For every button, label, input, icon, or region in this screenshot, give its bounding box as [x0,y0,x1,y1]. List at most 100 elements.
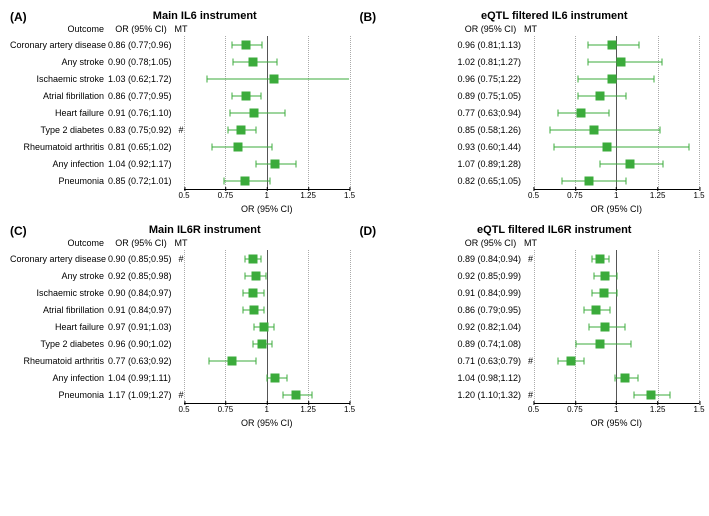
ci-cap-low [594,272,595,279]
forest-row: 0.96 (0.81;1.13) [360,36,700,53]
outcome-label: Any infection [10,373,108,383]
ci-cap-low [244,255,245,262]
point-estimate [237,125,246,134]
row-plot [538,369,700,386]
forest-row: Heart failure0.97 (0.91;1.03) [10,318,350,335]
x-axis-label: OR (95% CI) [184,418,350,428]
point-estimate [248,57,257,66]
or-text: 1.07 (0.89;1.28) [458,159,524,169]
ci-cap-low [231,92,232,99]
outcome-label: Rheumatoid arthritis [10,142,108,152]
axis-ticks: 0.50.7511.251.5 [534,191,700,203]
row-plot [538,172,700,189]
ci-cap-low [267,374,268,381]
plot-body: Coronary artery disease0.86 (0.77;0.96)A… [10,36,350,189]
point-estimate [599,288,608,297]
point-estimate [248,288,257,297]
ci-cap-high [270,177,271,184]
grid-line [699,250,700,403]
point-estimate [251,271,260,280]
forest-panel: (D)eQTL filtered IL6R instrumentOR (95% … [360,224,700,428]
forest-row: Any stroke0.90 (0.78;1.05) [10,53,350,70]
row-plot [538,250,700,267]
tick-label: 1.5 [693,191,704,200]
row-plot [188,121,350,138]
point-estimate [625,159,634,168]
row-plot [538,70,700,87]
ci-line [550,129,660,130]
ci-cap-low [254,323,255,330]
row-plot [188,267,350,284]
forest-row: 1.20 (1.10;1.32)# [360,386,700,403]
or-text: 1.04 (0.98;1.12) [458,373,524,383]
or-text: 0.92 (0.85;0.98) [108,271,174,281]
ci-cap-low [207,75,208,82]
or-text: 1.04 (0.99;1.11) [108,373,174,383]
ci-cap-low [212,143,213,150]
row-plot [188,138,350,155]
tick-label: 1.5 [344,191,355,200]
x-axis: 0.50.7511.251.5OR (95% CI) [184,403,350,428]
ci-cap-high [263,306,264,313]
ci-cap-high [276,58,277,65]
row-plot [188,70,350,87]
outcome-label: Coronary artery disease [10,40,108,50]
row-plot [188,284,350,301]
header-or: OR (95% CI) [108,24,174,34]
ci-cap-low [208,357,209,364]
ci-cap-high [669,391,670,398]
column-headers: OR (95% CI)MT [360,238,700,248]
ci-cap-low [233,58,234,65]
forest-row: 1.04 (0.98;1.12) [360,369,700,386]
ci-cap-low [615,374,616,381]
forest-row: 0.92 (0.85;0.99) [360,267,700,284]
row-plot [538,267,700,284]
outcome-label: Heart failure [10,322,108,332]
outcome-label: Atrial fibrillation [10,305,108,315]
or-text: 0.96 (0.75;1.22) [458,74,524,84]
ci-cap-low [561,177,562,184]
forest-row: 0.85 (0.58;1.26) [360,121,700,138]
or-text: 1.03 (0.62;1.72) [108,74,174,84]
or-text: 0.83 (0.75;0.92) [108,125,174,135]
point-estimate [646,390,655,399]
ci-cap-high [616,289,617,296]
tick-label: 0.75 [218,405,234,414]
row-plot [188,386,350,403]
or-text: 0.91 (0.84;0.99) [458,288,524,298]
ci-cap-low [589,323,590,330]
point-estimate [601,322,610,331]
tick-label: 1.25 [650,405,666,414]
forest-row: 1.02 (0.81;1.27) [360,53,700,70]
ci-cap-high [610,306,611,313]
point-estimate [259,322,268,331]
ci-cap-high [284,109,285,116]
forest-row: 0.89 (0.74;1.08) [360,335,700,352]
ci-cap-high [626,92,627,99]
forest-row: 0.89 (0.75;1.05) [360,87,700,104]
row-plot [538,386,700,403]
ci-cap-high [661,58,662,65]
outcome-label: Any stroke [10,271,108,281]
row-plot [188,104,350,121]
row-plot [538,335,700,352]
grid-line [534,250,535,403]
plot-body: Coronary artery disease0.90 (0.85;0.95)#… [10,250,350,403]
ci-cap-high [255,357,256,364]
row-plot [188,318,350,335]
forest-panel: (C)Main IL6R instrumentOutcomeOR (95% CI… [10,224,350,428]
forest-row: 0.82 (0.65;1.05) [360,172,700,189]
point-estimate [258,339,267,348]
grid-line [699,36,700,189]
panel-title: Main IL6 instrument [60,10,350,22]
row-plot [188,301,350,318]
ci-cap-high [653,75,654,82]
ci-cap-high [271,340,272,347]
axis-ticks: 0.50.7511.251.5 [184,405,350,417]
ci-cap-low [244,272,245,279]
ci-cap-high [260,92,261,99]
ci-cap-high [660,126,661,133]
forest-row: Rheumatoid arthritis0.81 (0.65;1.02) [10,138,350,155]
or-text: 0.85 (0.58;1.26) [458,125,524,135]
ci-cap-low [592,289,593,296]
